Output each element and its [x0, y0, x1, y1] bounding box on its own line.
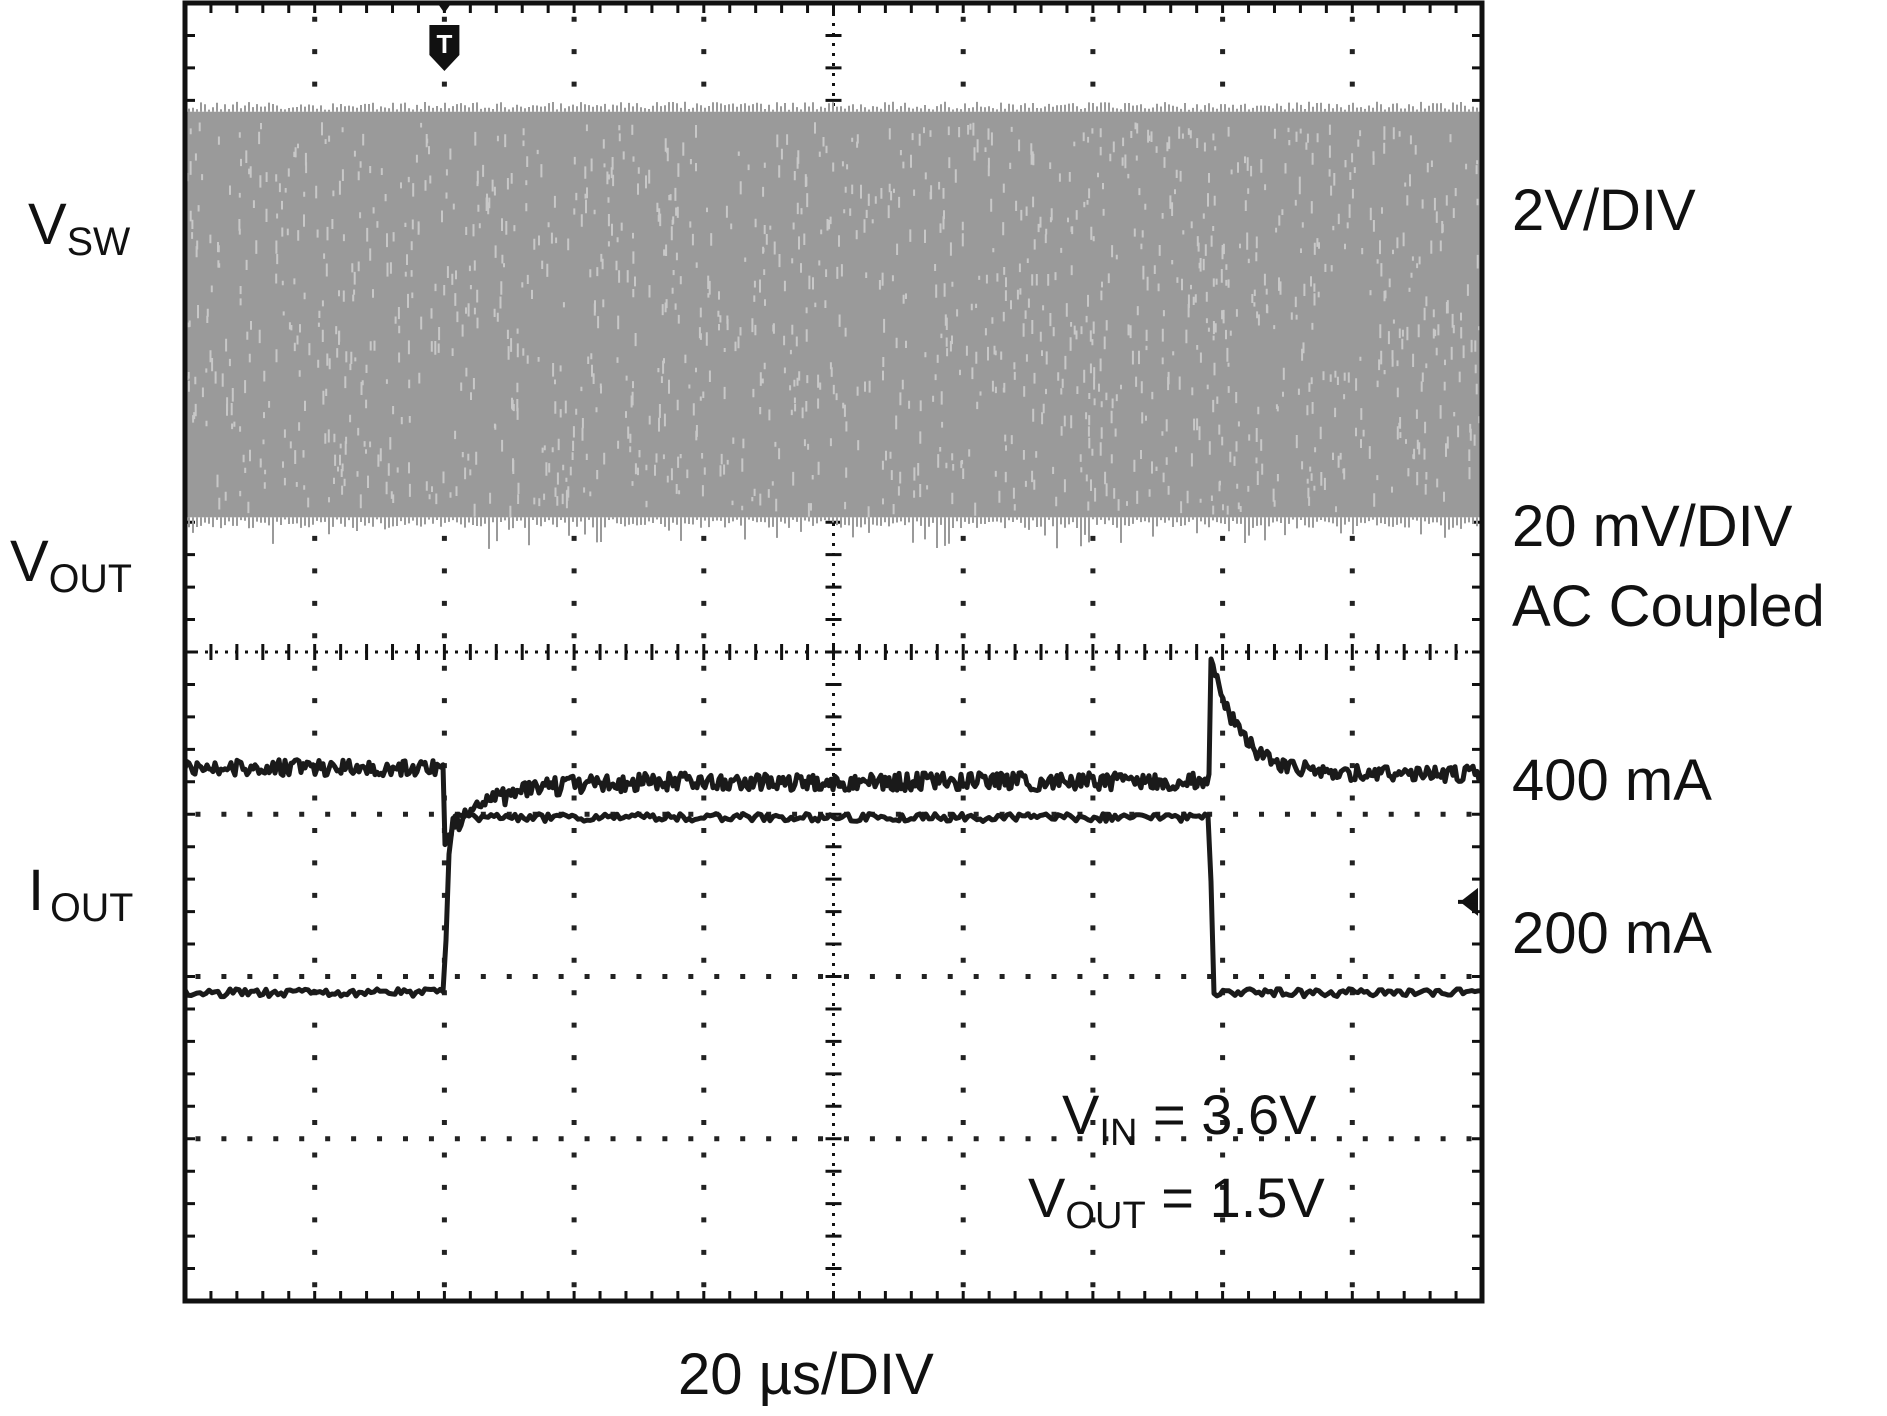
plot-frame: [182, 0, 1485, 1304]
condition-vin: VIN = 3.6V: [1062, 1083, 1317, 1154]
trace-vsw-texture: [184, 122, 1483, 519]
scale-label-vsw: 2V/DIV: [1512, 178, 1696, 243]
channel-label-vsw: VSW: [28, 192, 131, 265]
channel-label-iout: I OUT: [28, 858, 134, 931]
trace-vsw-band: [185, 111, 1482, 518]
markers: T: [429, 3, 1478, 916]
coupling-label-vout: AC Coupled: [1512, 574, 1825, 639]
timebase-label: 20 µs/DIV: [678, 1342, 934, 1407]
trigger-marker-pointer: [437, 3, 452, 13]
trace-iout: [182, 811, 1481, 1000]
trace-vout: [182, 656, 1484, 848]
trigger-marker-label: T: [436, 29, 452, 59]
scale-label-iout-high: 400 mA: [1512, 748, 1712, 813]
trigger-marker: T: [429, 3, 460, 71]
channel-label-vout: VOUT: [10, 529, 132, 602]
trigger-marker-shape: [429, 25, 460, 71]
traces: [182, 101, 1484, 1000]
condition-vout: VOUT = 1.5V: [1028, 1166, 1325, 1237]
scale-label-vout: 20 mV/DIV: [1512, 494, 1793, 559]
scale-label-iout-low: 200 mA: [1512, 901, 1712, 966]
